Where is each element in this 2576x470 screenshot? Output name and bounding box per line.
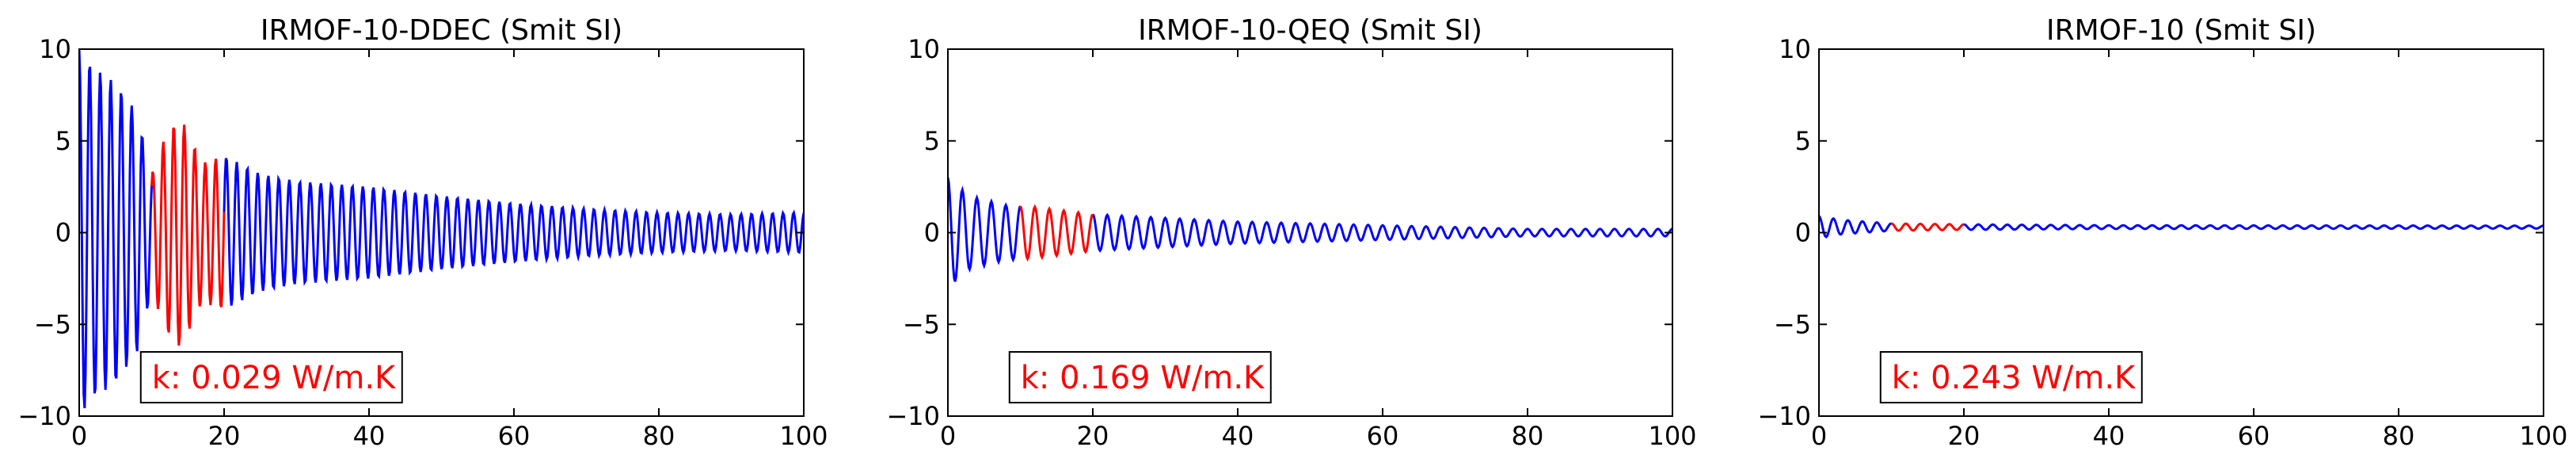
x-tick-label: 60 [1367,421,1399,451]
annotation-box [1008,350,1272,403]
series-highlight-line [150,124,226,346]
annotation-text: k: 0.243 W/m.K [1892,360,2137,396]
chart-title: IRMOF-10 (Smit SI) [2046,14,2316,47]
series-highlight-line [1891,222,1965,232]
annotation-box [1879,350,2143,403]
y-tick-label: 0 [55,218,71,248]
series-line [79,49,804,409]
y-tick-label: 5 [1795,126,1811,156]
x-tick-label: 20 [208,421,241,451]
x-tick-label: 80 [1512,421,1544,451]
y-tick-label: −10 [886,401,940,431]
x-tick-label: 100 [2519,421,2567,451]
x-tick-label: 40 [2093,421,2125,451]
chart-panel-2: IRMOF-10-QEQ (Smit SI) 0 20 40 60 80 100 −10 −5 0… [886,14,1696,451]
y-tick-label: 5 [55,126,71,156]
y-tick-label: −5 [34,309,71,339]
annotation-text: k: 0.169 W/m.K [1021,360,1265,396]
chart-title: IRMOF-10-QEQ (Smit SI) [1138,14,1482,47]
y-tick-label: −10 [1757,401,1811,431]
x-tick-label: 100 [1648,421,1696,451]
annotation-box [139,350,403,403]
x-tick-label: 60 [2238,421,2270,451]
series-highlight-line [1019,204,1094,262]
x-tick-label: 20 [1077,421,1109,451]
annotation-text: k: 0.029 W/m.K [152,360,397,396]
y-tick-label: −5 [1774,309,1811,339]
y-tick-label: 10 [907,34,940,64]
y-tick-label: 10 [39,34,71,64]
y-tick-label: 5 [924,126,940,156]
series-line [948,177,1672,282]
series-line [1819,215,2544,239]
x-tick-label: 20 [1948,421,1981,451]
y-tick-label: 0 [924,218,940,248]
x-tick-label: 0 [71,421,87,451]
y-tick-label: 0 [1795,218,1811,248]
x-tick-label: 0 [1811,421,1827,451]
x-tick-label: 60 [498,421,531,451]
x-tick-label: 80 [643,421,675,451]
y-tick-label: −10 [17,401,71,431]
x-tick-label: 0 [940,421,956,451]
x-tick-label: 40 [353,421,386,451]
y-tick-label: 10 [1779,34,1811,64]
x-tick-label: 100 [779,421,828,451]
x-tick-label: 40 [1222,421,1254,451]
chart-panel-3: IRMOF-10 (Smit SI) 0 20 40 60 80 100 −10 −5 0 5 10 k… [1757,14,2567,451]
chart-title: IRMOF-10-DDEC (Smit SI) [261,14,622,47]
chart-panel-1: IRMOF-10-DDEC (Smit SI)0 20 40 60 80 100−10−5… [17,14,828,451]
y-tick-label: −5 [903,309,940,339]
x-tick-label: 80 [2383,421,2415,451]
